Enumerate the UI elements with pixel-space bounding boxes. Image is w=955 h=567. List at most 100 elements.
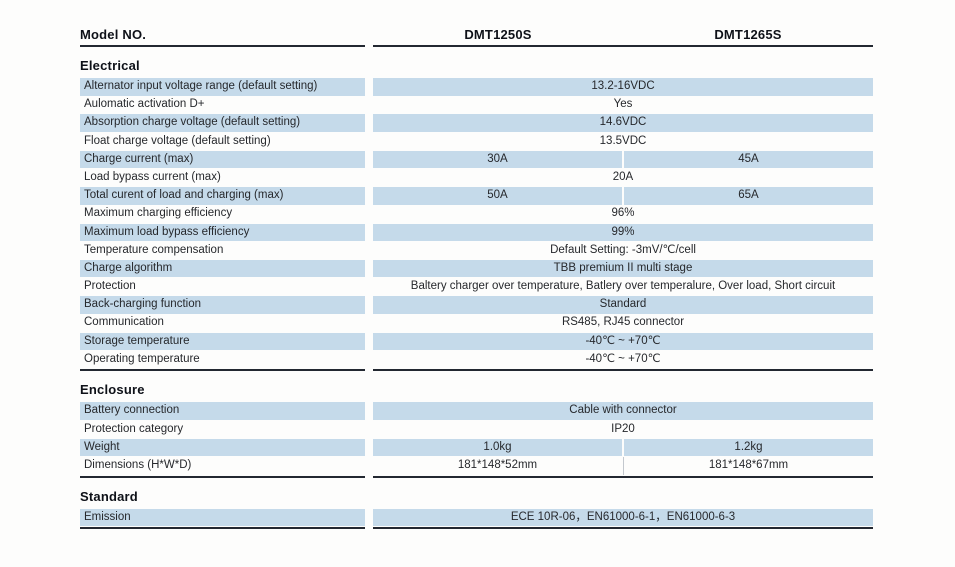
value-span: Yes <box>613 98 633 111</box>
table-row: Total curent of load and charging (max) 5… <box>80 187 873 205</box>
rule-gap <box>365 45 373 47</box>
value-col1: 50A <box>373 187 622 205</box>
row-label: Back-charging function <box>80 296 365 314</box>
spec-table: Model NO. DMT1250S DMT1265S Electrical Al… <box>80 26 873 530</box>
row-label: Charge algorithm <box>80 259 365 278</box>
section-rows-standard: Emission ECE 10R-06，EN61000-6-1，EN61000-6… <box>80 508 873 527</box>
section-title-enclosure: Enclosure <box>80 382 145 398</box>
value-span: 13.2-16VDC <box>591 80 655 92</box>
rule-segment <box>373 45 873 47</box>
row-label: Protection <box>84 280 136 293</box>
table-row: Weight 1.0kg 1.2kg <box>80 438 873 457</box>
row-label: Weight <box>80 438 365 457</box>
rule-segment <box>80 527 365 530</box>
model-column-2-header: DMT1265S <box>714 26 782 42</box>
row-values: 96% <box>373 205 873 223</box>
table-row: Protection category IP20 <box>80 421 873 439</box>
row-label: Maximum charging efficiency <box>84 207 233 220</box>
value-span: Baltery charger over temperature, Batler… <box>410 280 836 293</box>
value-col2: 181*148*67mm <box>708 458 789 471</box>
rule-gap <box>365 527 373 529</box>
table-row: Storage temperature -40℃ ~ +70℃ <box>80 332 873 351</box>
section-end-rule-enclosure <box>80 475 873 478</box>
row-label: Aulomatic activation D+ <box>84 98 205 111</box>
table-row: Load bypass current (max) 20A <box>80 169 873 187</box>
value-col1: 181*148*52mm <box>457 458 538 471</box>
value-col2: 65A <box>624 187 873 205</box>
row-values: 14.6VDC <box>373 114 873 132</box>
table-row: Emission ECE 10R-06，EN61000-6-1，EN61000-6… <box>80 508 873 527</box>
table-row: Maximum load bypass efficiency 99% <box>80 223 873 242</box>
row-values: Baltery charger over temperature, Batler… <box>373 278 873 296</box>
section-rows-enclosure: Battery connection Cable with connector Pr… <box>80 402 873 475</box>
value-span: 96% <box>611 207 635 220</box>
row-values: -40℃ ~ +70℃ <box>373 351 873 369</box>
row-label: Maximum load bypass efficiency <box>80 223 365 242</box>
section-rows-electrical: Alternator input voltage range (default … <box>80 78 873 368</box>
table-row: Dimensions (H*W*D) 181*148*52mm 181*148*67… <box>80 456 873 475</box>
row-values: ECE 10R-06，EN61000-6-1，EN61000-6-3 <box>373 508 873 527</box>
row-label: Operating temperature <box>84 352 200 365</box>
row-values: -40℃ ~ +70℃ <box>373 332 873 351</box>
row-values: 20A <box>373 169 873 187</box>
sections-container: Electrical Alternator input voltage range… <box>80 58 873 530</box>
row-values: TBB premium II multi stage <box>373 259 873 278</box>
value-span: -40℃ ~ +70℃ <box>585 352 661 365</box>
rule-gap <box>365 369 373 371</box>
rule-segment <box>80 369 365 372</box>
table-row: Temperature compensation Default Setting:… <box>80 242 873 260</box>
value-col2: 1.2kg <box>624 438 873 457</box>
table-row: Absorption charge voltage (default setti… <box>80 114 873 132</box>
row-label: Total curent of load and charging (max) <box>80 187 365 205</box>
value-span: ECE 10R-06，EN61000-6-1，EN61000-6-3 <box>510 510 736 523</box>
table-row: Back-charging function Standard <box>80 296 873 314</box>
value-span: 14.6VDC <box>599 116 647 129</box>
row-values: RS485, RJ45 connector <box>373 314 873 332</box>
table-row: Protection Baltery charger over temperatu… <box>80 278 873 296</box>
rule-segment <box>80 45 365 47</box>
table-row: Communication RS485, RJ45 connector <box>80 314 873 332</box>
value-span: Cable with connector <box>569 404 677 417</box>
row-values: 30A 45A <box>373 150 873 169</box>
value-span: -40℃ ~ +70℃ <box>585 334 661 347</box>
row-label: Communication <box>84 316 164 329</box>
row-label: Alternator input voltage range (default … <box>80 78 365 96</box>
row-label: Dimensions (H*W*D) <box>84 458 192 471</box>
value-span: RS485, RJ45 connector <box>561 316 685 329</box>
value-span: TBB premium II multi stage <box>553 261 693 274</box>
value-span: 20A <box>612 170 634 183</box>
row-values: 99% <box>373 223 873 242</box>
rule-segment <box>373 475 873 478</box>
row-label: Load bypass current (max) <box>84 170 221 183</box>
table-row: Alternator input voltage range (default … <box>80 78 873 96</box>
section-end-rule-electrical <box>80 369 873 372</box>
rule-segment <box>373 369 873 372</box>
rule-segment <box>373 527 873 530</box>
row-label: Protection category <box>84 422 184 435</box>
value-col1: 1.0kg <box>373 438 622 457</box>
table-row: Battery connection Cable with connector <box>80 402 873 420</box>
value-span: Standard <box>599 298 647 311</box>
table-row: Maximum charging efficiency 96% <box>80 205 873 223</box>
section-end-rule-standard <box>80 527 873 530</box>
row-values: 13.5VDC <box>373 133 873 151</box>
section-title-electrical: Electrical <box>80 58 140 73</box>
row-values: Yes <box>373 96 873 114</box>
row-label: Float charge voltage (default setting) <box>84 134 271 147</box>
value-col1: 30A <box>373 150 622 169</box>
rule-segment <box>80 475 365 478</box>
row-label: Charge current (max) <box>80 150 365 169</box>
row-label: Temperature compensation <box>84 243 224 256</box>
table-header-row: Model NO. DMT1250S DMT1265S <box>80 26 873 43</box>
value-span: Default Setting: -3mV/℃/cell <box>550 243 696 256</box>
header-rule <box>80 45 873 47</box>
row-values: Standard <box>373 296 873 314</box>
value-span: 99% <box>611 225 635 238</box>
column-divider <box>622 456 624 475</box>
table-row: Charge algorithm TBB premium II multi sta… <box>80 259 873 278</box>
model-no-header: Model NO. <box>80 27 147 42</box>
value-span: 13.5VDC <box>599 134 647 147</box>
model-columns: DMT1250S DMT1265S <box>373 26 873 42</box>
value-span: IP20 <box>611 422 635 435</box>
